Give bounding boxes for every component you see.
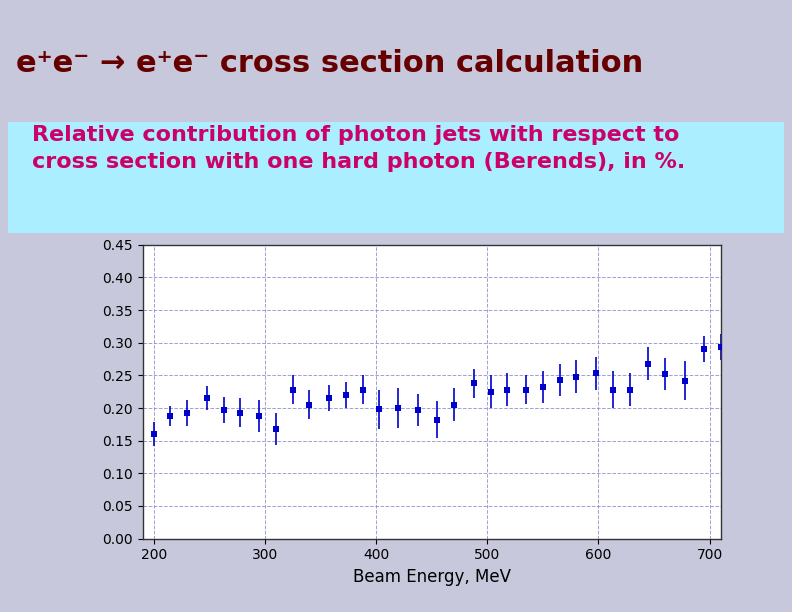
Text: Relative contribution of photon jets with respect to
cross section with one hard: Relative contribution of photon jets wit… [32, 125, 685, 172]
Text: e⁺e⁻ → e⁺e⁻ cross section calculation: e⁺e⁻ → e⁺e⁻ cross section calculation [16, 49, 643, 78]
X-axis label: Beam Energy, MeV: Beam Energy, MeV [352, 568, 511, 586]
